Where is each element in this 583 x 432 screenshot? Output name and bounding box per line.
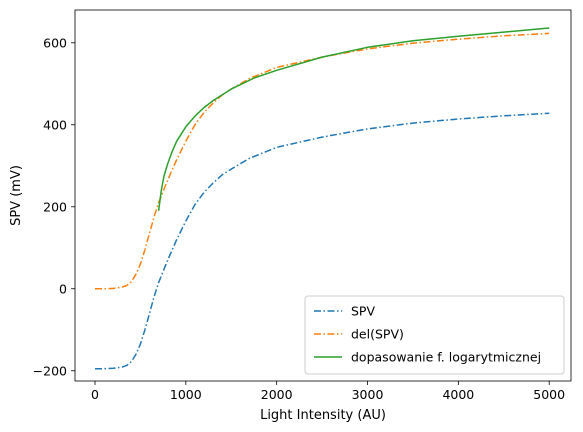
legend-label-spv: SPV — [351, 304, 375, 319]
series-line-del-spv — [95, 32, 550, 290]
x-tick-label: 3000 — [352, 387, 384, 402]
legend: SPV del(SPV) dopasowanie f. logarytmiczn… — [304, 295, 565, 375]
y-tick-label: 0 — [59, 281, 67, 296]
y-tick-label: 200 — [43, 199, 67, 214]
series-line-spv — [95, 112, 550, 370]
y-tick-label: −200 — [33, 363, 67, 378]
y-tick-label: 600 — [43, 35, 67, 50]
x-tick-label: 1000 — [170, 387, 202, 402]
y-axis-label: SPV (mV) — [9, 165, 24, 226]
series-layer — [95, 27, 550, 370]
series-line-log-fit — [157, 27, 550, 211]
axis-ticks: 0 1000 2000 3000 4000 5000 −200 0 200 400 600 — [33, 35, 565, 402]
x-tick-label: 0 — [91, 387, 99, 402]
legend-label-del-spv: del(SPV) — [351, 327, 404, 342]
x-axis-label: Light Intensity (AU) — [260, 408, 386, 423]
x-tick-label: 4000 — [442, 387, 474, 402]
legend-box — [304, 295, 565, 375]
plot-frame — [74, 9, 572, 382]
x-tick-label: 5000 — [533, 387, 565, 402]
x-tick-label: 2000 — [261, 387, 293, 402]
y-tick-label: 400 — [43, 117, 67, 132]
legend-label-log-fit: dopasowanie f. logarytmicznej — [351, 350, 541, 365]
